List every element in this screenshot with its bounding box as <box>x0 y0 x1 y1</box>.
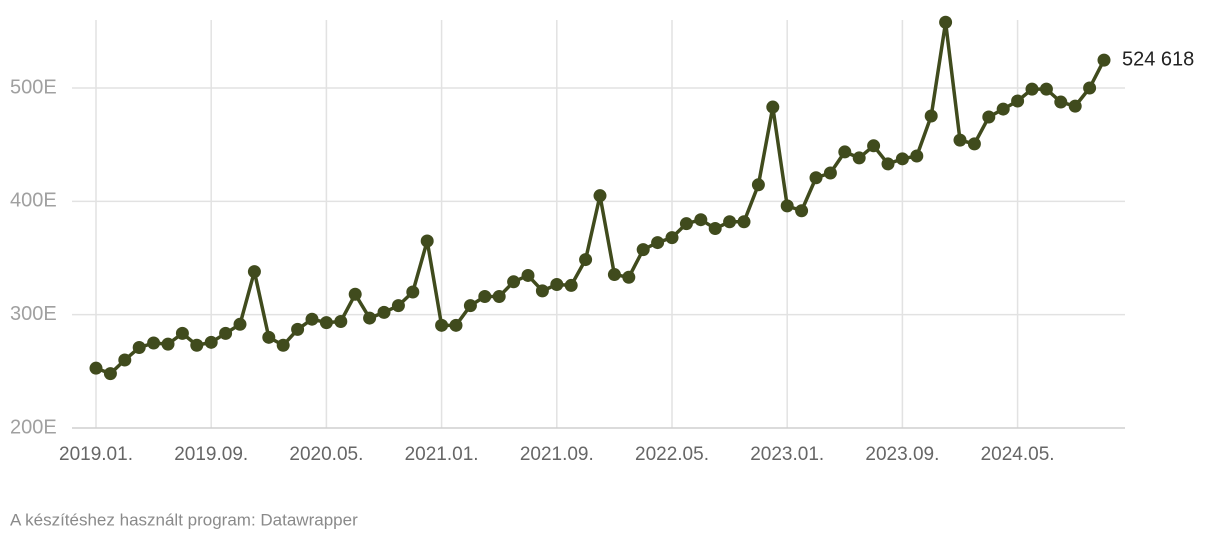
point <box>291 322 305 336</box>
point <box>910 149 924 163</box>
point <box>334 314 348 328</box>
y-tick-label: 500E <box>10 76 57 98</box>
point <box>435 318 449 332</box>
point <box>492 290 506 304</box>
point <box>1025 82 1039 96</box>
y-tick-label: 400E <box>10 190 57 212</box>
point <box>795 204 809 218</box>
x-tick-label: 2019.01. <box>59 444 133 465</box>
point <box>535 284 549 298</box>
point <box>679 217 693 231</box>
point <box>823 166 837 180</box>
x-tick-label: 2019.09. <box>174 444 248 465</box>
x-tick-label: 2020.05. <box>289 444 363 465</box>
point <box>607 268 621 282</box>
x-tick-label: 2024.05. <box>981 444 1055 465</box>
y-tick-label: 300E <box>10 303 57 325</box>
x-tick-label: 2021.01. <box>405 444 479 465</box>
point <box>348 287 362 301</box>
point <box>939 15 953 29</box>
point <box>1068 99 1082 113</box>
point <box>247 265 261 279</box>
point <box>996 102 1010 116</box>
point <box>219 326 233 340</box>
point <box>665 231 679 245</box>
point <box>809 171 823 185</box>
point <box>1054 95 1068 109</box>
point <box>305 312 319 326</box>
point <box>175 326 189 340</box>
point <box>463 299 477 313</box>
point <box>694 213 708 227</box>
point <box>751 178 765 192</box>
point <box>953 133 967 147</box>
point <box>967 137 981 151</box>
point <box>867 139 881 153</box>
point <box>449 318 463 332</box>
point <box>852 151 866 165</box>
point <box>420 234 434 248</box>
point <box>622 270 636 284</box>
point <box>161 337 175 351</box>
y-tick-label: 200E <box>10 416 57 438</box>
point <box>636 243 650 257</box>
point <box>147 336 161 350</box>
point <box>363 311 377 325</box>
point <box>319 316 333 330</box>
point <box>708 222 722 236</box>
point <box>204 335 218 349</box>
point <box>1039 82 1053 96</box>
point <box>737 215 751 229</box>
point <box>550 278 564 292</box>
point <box>881 157 895 171</box>
point <box>564 278 578 292</box>
point <box>190 338 204 352</box>
point <box>982 110 996 124</box>
point <box>593 189 607 203</box>
point <box>233 317 247 331</box>
x-tick-label: 2023.09. <box>865 444 939 465</box>
point <box>838 145 852 159</box>
x-tick-label: 2021.09. <box>520 444 594 465</box>
point <box>1011 94 1025 108</box>
point <box>521 268 535 282</box>
x-tick-label: 2023.01. <box>750 444 824 465</box>
point <box>924 109 938 123</box>
source-note: A készítéshez használt program: Datawrap… <box>10 510 358 529</box>
point <box>507 275 521 289</box>
point <box>723 215 737 229</box>
point <box>132 341 146 355</box>
point <box>651 236 665 250</box>
point <box>780 199 794 213</box>
value-label: 524 618 <box>1122 48 1194 70</box>
point <box>478 290 492 304</box>
point <box>406 285 420 299</box>
point <box>262 330 276 344</box>
point <box>103 367 117 381</box>
point <box>377 305 391 319</box>
x-tick-label: 2022.05. <box>635 444 709 465</box>
point <box>1097 53 1111 67</box>
point <box>579 253 593 267</box>
point <box>1083 81 1097 95</box>
point <box>895 152 909 166</box>
point <box>118 353 132 367</box>
point <box>89 361 103 375</box>
point <box>391 299 405 313</box>
point <box>276 338 290 352</box>
point <box>766 100 780 114</box>
